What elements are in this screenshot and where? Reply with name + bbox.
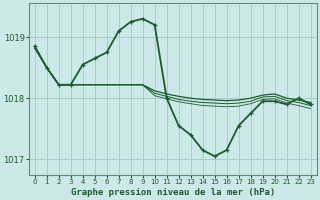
X-axis label: Graphe pression niveau de la mer (hPa): Graphe pression niveau de la mer (hPa) xyxy=(70,188,275,197)
